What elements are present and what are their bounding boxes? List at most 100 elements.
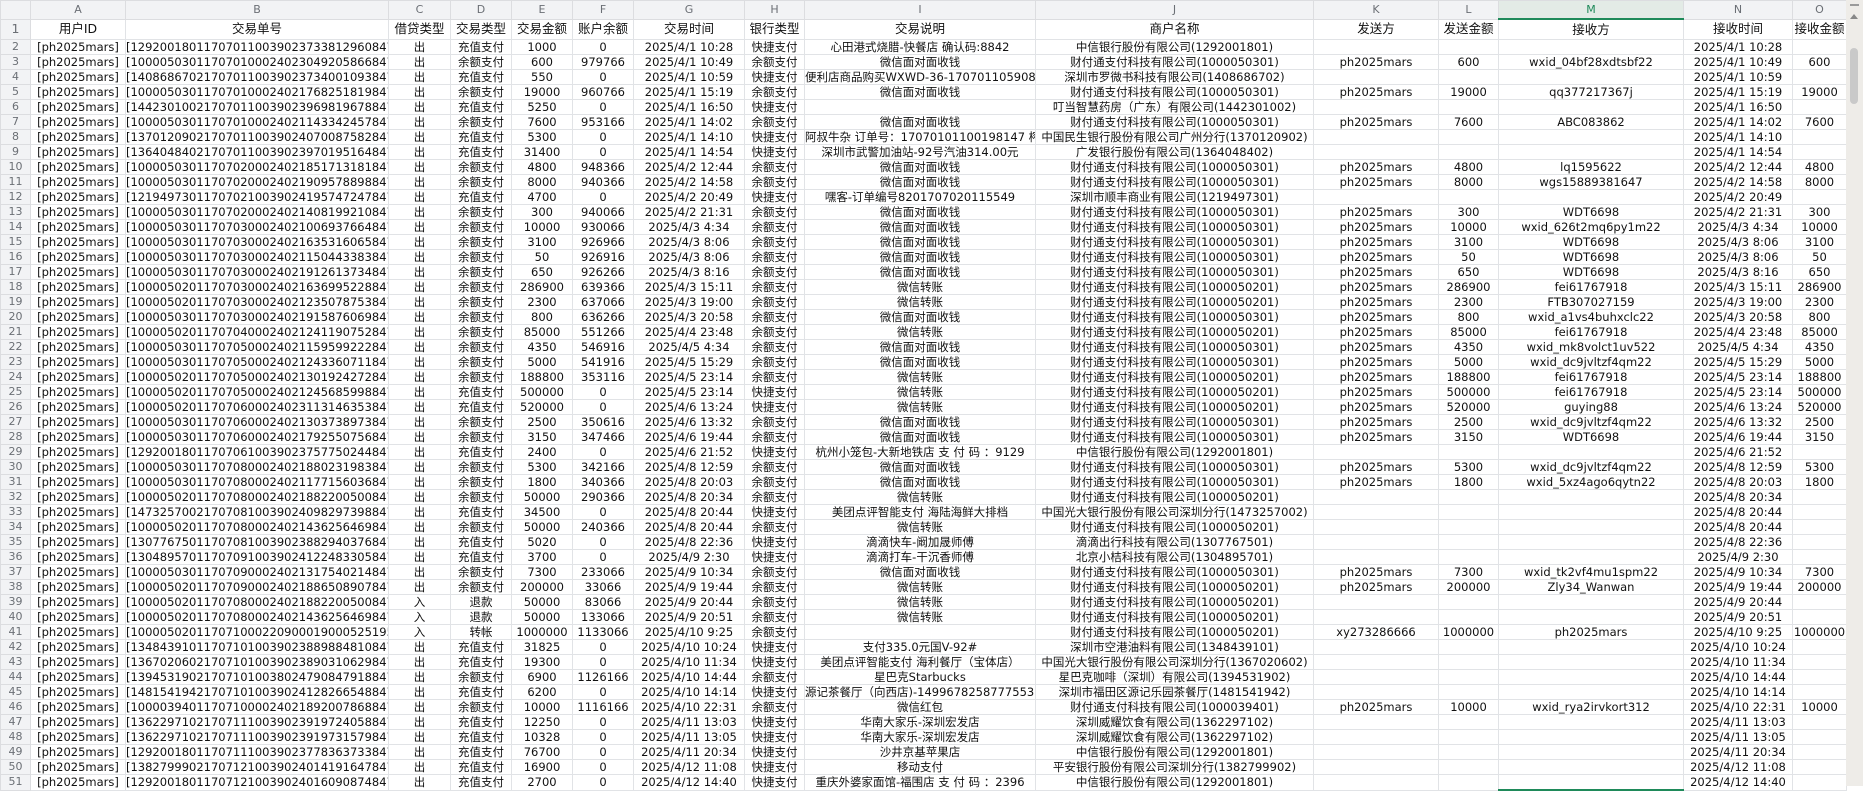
table-cell[interactable]: 2025/4/3 20:58 — [1683, 309, 1793, 325]
table-cell[interactable]: 中国光大银行股份有限公司深圳分行(1473257002) — [1035, 504, 1314, 520]
table-cell[interactable]: 50000 — [511, 489, 573, 505]
table-cell[interactable]: 快捷支付 — [744, 189, 805, 205]
table-cell[interactable]: 出 — [388, 639, 451, 655]
table-cell[interactable]: [ph2025mars] — [30, 444, 126, 460]
table-cell[interactable]: 0 — [572, 129, 634, 145]
table-cell[interactable]: 83066 — [572, 594, 634, 610]
table-cell[interactable]: 2025/4/12 11:08 — [633, 759, 745, 775]
table-cell[interactable]: 541916 — [572, 354, 634, 370]
table-cell[interactable]: 微信面对面收钱 — [804, 309, 1036, 325]
table-cell[interactable]: 19000 — [511, 84, 573, 100]
table-cell[interactable]: 余额支付 — [744, 414, 805, 430]
table-cell[interactable]: 星巴克Starbucks — [804, 669, 1036, 685]
table-cell[interactable]: 微信面对面收钱 — [804, 354, 1036, 370]
table-cell[interactable] — [1792, 519, 1847, 535]
table-cell[interactable]: 中国光大银行股份有限公司深圳分行(1367020602) — [1035, 654, 1314, 670]
table-cell[interactable] — [1498, 669, 1684, 685]
table-cell[interactable] — [1498, 129, 1684, 145]
table-cell[interactable] — [1498, 444, 1684, 460]
header-cell[interactable]: 银行类型 — [744, 18, 805, 40]
table-cell[interactable]: 微信转账 — [804, 489, 1036, 505]
table-cell[interactable] — [1313, 759, 1439, 775]
table-cell[interactable]: [ph2025mars] — [30, 564, 126, 580]
table-cell[interactable]: 余额支付 — [450, 519, 512, 535]
table-cell[interactable]: 12250 — [511, 714, 573, 730]
table-cell[interactable]: 2025/4/5 4:34 — [633, 339, 745, 355]
table-cell[interactable]: 出 — [388, 234, 451, 250]
table-cell[interactable] — [1313, 594, 1439, 610]
table-cell[interactable] — [1313, 69, 1439, 85]
table-cell[interactable]: 余额支付 — [450, 579, 512, 595]
table-cell[interactable]: 1000000 — [1438, 624, 1499, 640]
table-cell[interactable]: 中信银行股份有限公司(1292001801) — [1035, 39, 1314, 55]
table-cell[interactable]: [ph2025mars] — [30, 84, 126, 100]
table-cell[interactable] — [1438, 744, 1499, 760]
table-cell[interactable]: 余额支付 — [450, 564, 512, 580]
table-cell[interactable]: 财付通支付科技有限公司(1000039401) — [1035, 699, 1314, 715]
table-cell[interactable]: 余额支付 — [450, 309, 512, 325]
header-cell[interactable]: 商户名称 — [1035, 18, 1314, 40]
table-cell[interactable]: 余额支付 — [450, 699, 512, 715]
row-number[interactable]: 40 — [0, 609, 31, 625]
table-cell[interactable]: 1800 — [1438, 474, 1499, 490]
table-cell[interactable]: 余额支付 — [450, 219, 512, 235]
minimize-icon[interactable] — [1850, 4, 1859, 6]
table-cell[interactable]: 微信面对面收钱 — [804, 159, 1036, 175]
table-cell[interactable]: [ph2025mars] — [30, 684, 126, 700]
table-cell[interactable] — [1498, 69, 1684, 85]
table-cell[interactable]: WDT6698 — [1498, 204, 1684, 220]
table-cell[interactable]: 2025/4/8 12:59 — [633, 459, 745, 475]
table-cell[interactable] — [1438, 684, 1499, 700]
table-cell[interactable]: 余额支付 — [450, 264, 512, 280]
row-number[interactable]: 20 — [0, 309, 31, 325]
table-cell[interactable]: 出 — [388, 654, 451, 670]
table-cell[interactable]: 快捷支付 — [744, 69, 805, 85]
table-cell[interactable]: 0 — [572, 399, 634, 415]
column-header-j[interactable]: J — [1035, 0, 1314, 20]
table-cell[interactable]: ph2025mars — [1313, 459, 1439, 475]
table-cell[interactable]: 充值支付 — [450, 129, 512, 145]
table-cell[interactable]: 10000 — [1438, 219, 1499, 235]
table-cell[interactable]: [ph2025mars] — [30, 219, 126, 235]
table-cell[interactable]: 800 — [1792, 309, 1847, 325]
table-cell[interactable]: WDT6698 — [1498, 249, 1684, 265]
table-cell[interactable]: 快捷支付 — [744, 39, 805, 55]
table-cell[interactable]: 200000 — [1438, 579, 1499, 595]
row-number[interactable]: 50 — [0, 759, 31, 775]
table-cell[interactable]: 财付通支付科技有限公司(1000050301) — [1035, 54, 1314, 70]
table-cell[interactable]: 2025/4/1 10:59 — [1683, 69, 1793, 85]
table-cell[interactable]: 快捷支付 — [744, 384, 805, 400]
row-number[interactable]: 41 — [0, 624, 31, 640]
table-cell[interactable]: fei61767918 — [1498, 324, 1684, 340]
table-cell[interactable]: 7600 — [1438, 114, 1499, 130]
table-cell[interactable]: 1133066 — [572, 624, 634, 640]
table-cell[interactable]: 微信面对面收钱 — [804, 564, 1036, 580]
table-cell[interactable]: 2025/4/12 14:40 — [633, 774, 745, 791]
table-cell[interactable]: 深圳市武警加油站-92号汽油314.00元 — [804, 144, 1036, 160]
table-cell[interactable] — [1792, 444, 1847, 460]
table-cell[interactable] — [1438, 759, 1499, 775]
table-cell[interactable]: 出 — [388, 324, 451, 340]
table-cell[interactable]: ph2025mars — [1313, 204, 1439, 220]
table-cell[interactable]: 财付通支付科技有限公司(1000050301) — [1035, 339, 1314, 355]
table-cell[interactable] — [1498, 534, 1684, 550]
table-cell[interactable]: 2025/4/12 14:40 — [1683, 774, 1793, 791]
table-cell[interactable]: 美团点评智能支付 海陆海鲜大排档 — [804, 504, 1036, 520]
table-cell[interactable]: 520000 — [511, 399, 573, 415]
table-cell[interactable]: 财付通支付科技有限公司(1000050301) — [1035, 429, 1314, 445]
table-cell[interactable]: 0 — [572, 534, 634, 550]
table-cell[interactable]: 10328 — [511, 729, 573, 745]
table-cell[interactable]: 出 — [388, 534, 451, 550]
table-cell[interactable]: 7300 — [511, 564, 573, 580]
table-cell[interactable]: 财付通支付科技有限公司(1000050201) — [1035, 399, 1314, 415]
table-cell[interactable]: wxid_mk8volct1uv522 — [1498, 339, 1684, 355]
table-cell[interactable]: 微信面对面收钱 — [804, 54, 1036, 70]
table-cell[interactable]: 快捷支付 — [744, 774, 805, 791]
table-cell[interactable]: 2025/4/8 22:36 — [633, 534, 745, 550]
table-cell[interactable]: 快捷支付 — [744, 504, 805, 520]
table-cell[interactable]: 余额支付 — [450, 114, 512, 130]
table-cell[interactable]: 0 — [572, 654, 634, 670]
table-cell[interactable]: 余额支付 — [450, 234, 512, 250]
table-cell[interactable]: 微信转账 — [804, 594, 1036, 610]
table-cell[interactable]: 300 — [1438, 204, 1499, 220]
